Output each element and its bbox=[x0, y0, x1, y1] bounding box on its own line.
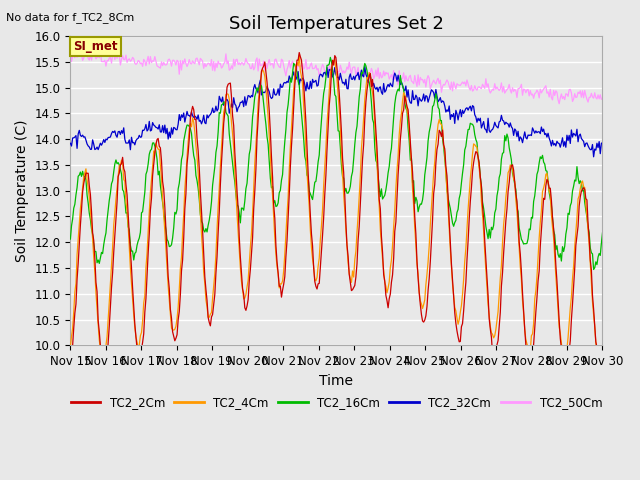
Title: Soil Temperatures Set 2: Soil Temperatures Set 2 bbox=[229, 15, 444, 33]
X-axis label: Time: Time bbox=[319, 374, 353, 388]
Text: SI_met: SI_met bbox=[73, 40, 118, 53]
Legend: TC2_2Cm, TC2_4Cm, TC2_16Cm, TC2_32Cm, TC2_50Cm: TC2_2Cm, TC2_4Cm, TC2_16Cm, TC2_32Cm, TC… bbox=[66, 392, 607, 414]
Y-axis label: Soil Temperature (C): Soil Temperature (C) bbox=[15, 120, 29, 262]
Text: No data for f_TC2_8Cm: No data for f_TC2_8Cm bbox=[6, 12, 134, 23]
